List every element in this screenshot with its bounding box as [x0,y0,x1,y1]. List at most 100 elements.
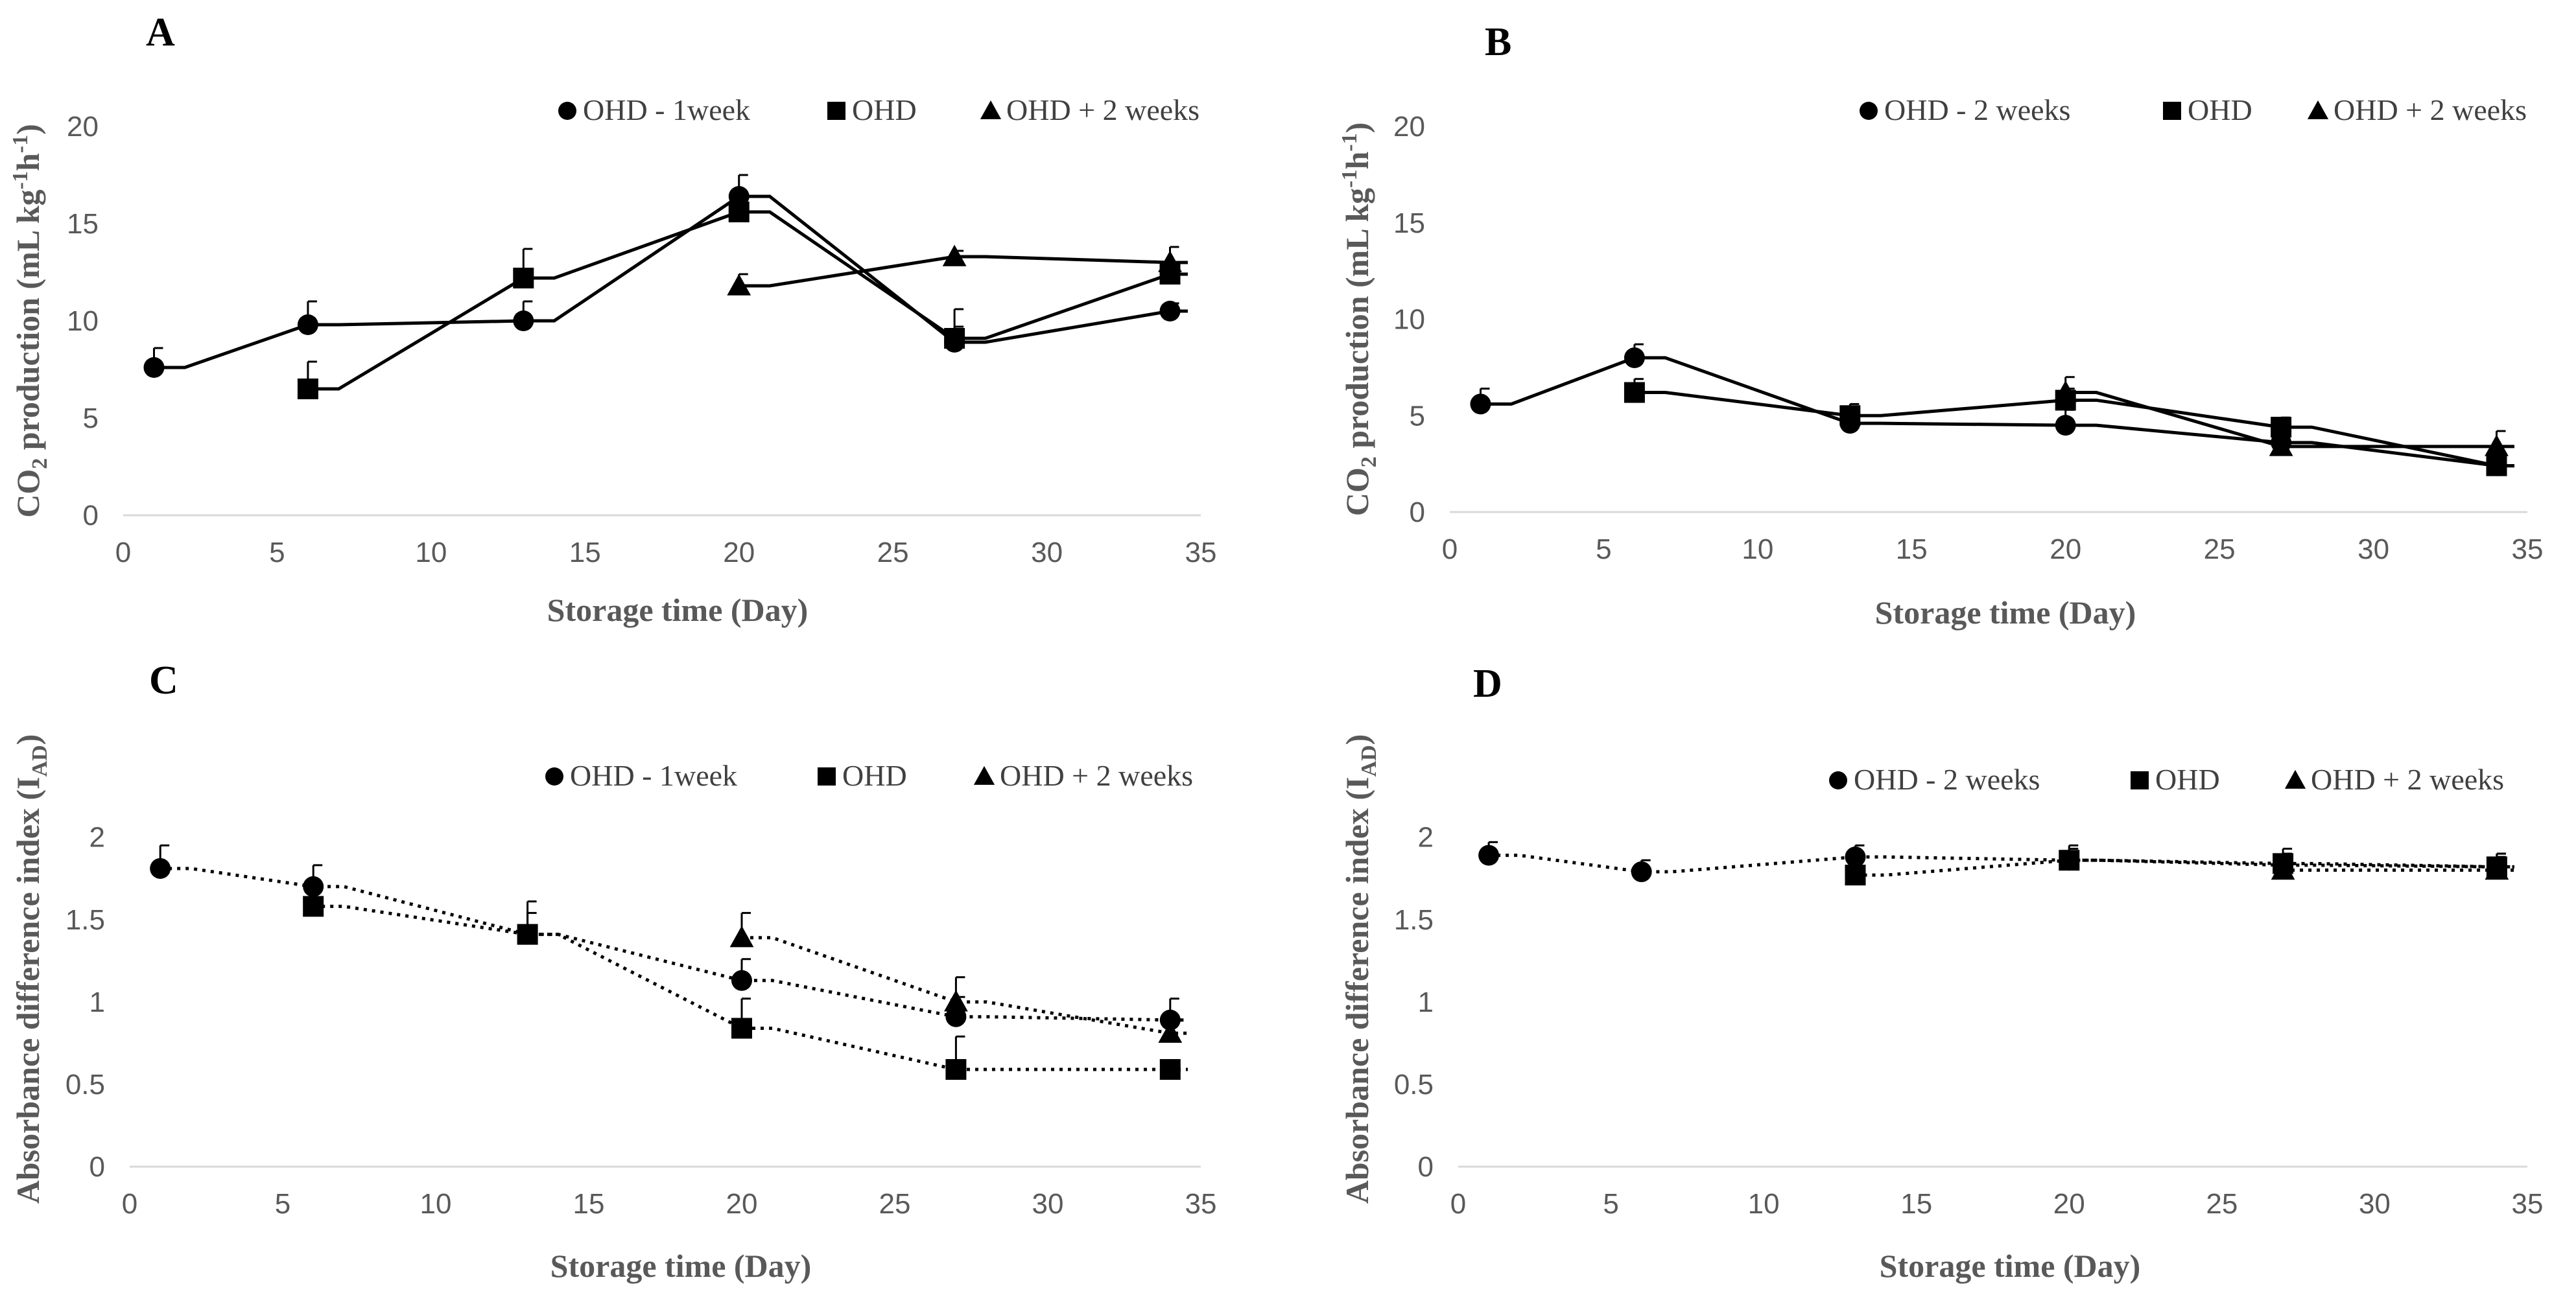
y-tick-label: 10 [1393,304,1425,336]
x-tick-label: 10 [1742,533,1773,565]
series-circle [150,844,1188,1031]
legend-marker-triangle [2284,769,2306,789]
y-tick-label: 1 [1418,986,1434,1018]
panel-letter: A [146,10,175,54]
x-axis-title: Storage time (Day) [1875,594,2136,631]
legend-item: OHD + 2 weeks [2307,93,2527,126]
data-point [727,274,751,296]
data-point [945,1059,967,1080]
x-tick-label: 25 [2206,1188,2238,1220]
y-tick-label: 0 [89,1151,105,1183]
series-circle [143,174,1188,378]
data-point [731,970,752,991]
data-point [513,310,534,331]
data-point [303,876,324,897]
panel-c: C 0 5 10 15 20 25 30 35 0 0.5 1 1.5 2 Storage time (Da… [10,659,1216,1284]
x-tick-label: 35 [1185,1188,1217,1220]
panel-letter: C [149,659,178,703]
data-point [517,924,538,945]
x-tick-label: 30 [1031,537,1063,568]
panel-b: B 0 5 10 15 20 25 30 35 0 5 10 15 20 Storage time (Day… [1338,20,2543,631]
legend-marker-triangle [973,765,995,785]
x-tick-label: 20 [726,1188,758,1220]
legend-label: OHD + 2 weeks [2334,93,2527,126]
y-title-part: CO [1339,467,1375,516]
x-tick-label: 15 [1900,1188,1932,1220]
y-tick-label: 5 [83,402,99,434]
legend-item: OHD - 1week [558,93,750,126]
data-point [297,379,318,399]
legend-label: OHD - 1week [570,759,737,792]
x-tick-label: 35 [1185,537,1217,568]
x-tick-label: 20 [723,537,755,568]
data-point [2053,380,2078,402]
data-point [731,1018,752,1039]
data-point [297,314,318,335]
data-point [944,990,968,1012]
y-title-subscript: AD [1357,745,1381,776]
legend-item: OHD + 2 weeks [980,93,1199,126]
y-title-subscript: AD [28,745,52,776]
series-square [303,889,1188,1080]
legend-label: OHD [2155,763,2220,796]
y-title-part: ) [10,734,46,745]
series-circle [1478,841,2514,883]
legend-marker-circle [1829,771,1847,789]
y-axis-title: CO2 production (mL kg-1h-1) [1338,122,1381,517]
data-point [2055,415,2076,436]
x-tick-label: 25 [879,1188,911,1220]
data-point [513,268,534,288]
x-tick-label: 5 [275,1188,290,1220]
y-title-part: ) [1339,734,1375,745]
data-point [729,926,754,948]
legend-label: OHD + 2 weeks [1000,759,1193,792]
legend-marker-circle [558,102,576,120]
x-tick-label: 0 [1450,1188,1466,1220]
legend-label: OHD + 2 weeks [2311,763,2504,796]
y-title-superscript: -1 [1338,133,1362,151]
panel-a: A 0 5 10 15 20 25 30 35 0 5 10 15 20 Storage time (Day… [8,10,1216,628]
legend-item: OHD - 1week [545,759,737,792]
panel-letter: D [1473,662,1502,706]
y-title-part: ) [1339,122,1375,134]
legend-marker-circle [545,767,563,786]
y-title-part: h [10,153,46,171]
y-title-part: Absorbance difference index (I [10,777,46,1204]
data-point [1478,845,1500,866]
x-tick-label: 0 [122,1188,137,1220]
y-tick-label: 0 [83,500,99,531]
x-tick-label: 25 [2204,533,2236,565]
data-point [1624,347,1645,368]
legend-item: OHD + 2 weeks [973,759,1193,792]
data-point [2486,455,2507,476]
y-tick-label: 0 [1418,1151,1434,1183]
data-point [945,1006,967,1027]
y-tick-label: 15 [1393,207,1425,239]
data-point [1839,405,1861,426]
x-tick-label: 0 [1442,533,1458,565]
legend-item: OHD - 2 weeks [1829,763,2040,796]
data-point [1624,382,1645,403]
y-title-superscript: -1 [8,171,32,189]
series-line [742,936,1188,1035]
series-triangle [729,912,1188,1043]
data-point [1158,1021,1183,1043]
legend-marker-square [818,767,836,786]
x-tick-label: 10 [1748,1188,1780,1220]
x-tick-label: 25 [877,537,909,568]
y-title-part: h [1339,152,1375,170]
legend-label: OHD - 1week [583,93,750,126]
series-line [154,194,1188,369]
legend-item: OHD - 2 weeks [1860,93,2070,126]
data-point [1158,250,1182,272]
y-tick-label: 10 [67,305,99,337]
data-point [1845,846,1866,868]
y-title-part: production (mL kg [10,189,46,458]
y-tick-label: 2 [89,822,105,854]
data-point [2059,850,2080,871]
x-tick-label: 10 [420,1188,452,1220]
x-tick-label: 15 [573,1188,605,1220]
data-point [2485,434,2509,456]
legend-label: OHD [2188,93,2252,126]
y-tick-label: 15 [67,208,99,240]
